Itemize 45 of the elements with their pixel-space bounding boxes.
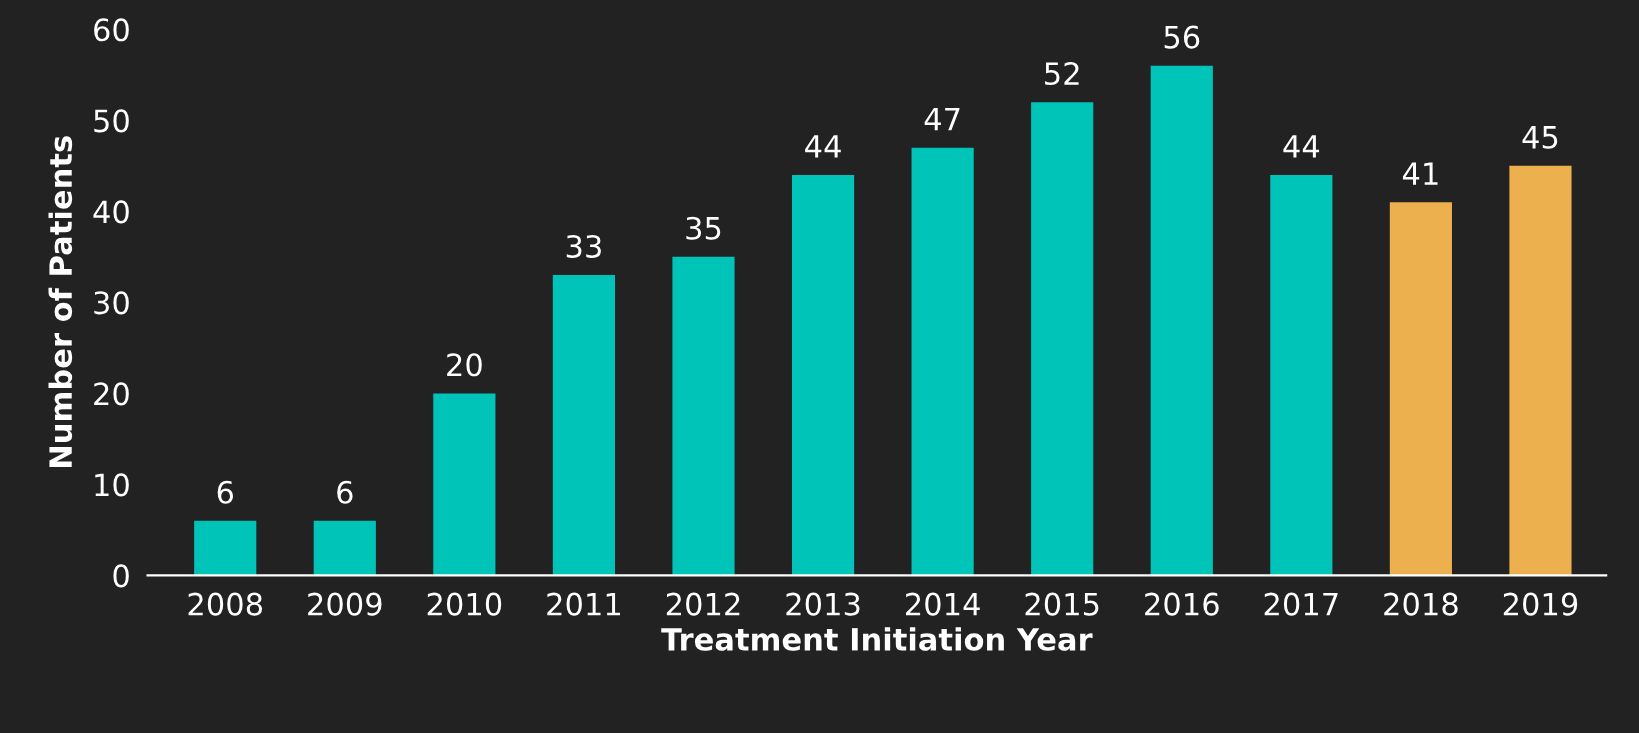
data-label: 6 [337, 480, 353, 504]
data-label: 6 [217, 480, 234, 504]
data-label: 44 [805, 135, 841, 158]
bar [1270, 174, 1333, 576]
bar [194, 520, 257, 576]
x-tick-label: 2017 [1264, 592, 1338, 616]
bar [433, 393, 496, 576]
x-tick-label: 2016 [1145, 592, 1219, 616]
y-tick-label: 50 [94, 109, 129, 133]
x-axis-title: Treatment Initiation Year [661, 627, 1093, 651]
y-tick-label: 30 [94, 291, 129, 315]
y-tick-label: 40 [93, 200, 129, 224]
data-label: 35 [686, 216, 721, 240]
y-tick-label: 60 [94, 18, 129, 42]
data-label: 41 [1402, 162, 1438, 185]
x-tick-label: 2011 [547, 592, 620, 616]
x-tick-label: 2018 [1384, 592, 1458, 616]
y-tick-label: 20 [94, 382, 129, 406]
x-tick-label: 2019 [1503, 592, 1578, 616]
data-label: 33 [566, 234, 601, 259]
x-tick-label: 2012 [666, 592, 740, 616]
y-axis-title: Number of Patients [48, 136, 73, 468]
bar [1150, 65, 1213, 576]
bar [672, 256, 735, 576]
data-label: 47 [924, 107, 960, 131]
bar [791, 174, 855, 576]
y-tick-label: 10 [95, 473, 129, 497]
data-label: 45 [1522, 126, 1558, 149]
bar [313, 520, 376, 576]
bar [1389, 202, 1452, 576]
x-tick-label: 2010 [427, 592, 502, 616]
x-tick-label: 2014 [905, 592, 980, 616]
bar [552, 275, 616, 576]
data-label: 52 [1045, 61, 1079, 86]
data-label: 56 [1164, 25, 1200, 49]
bar [1031, 102, 1094, 576]
x-tick-label: 2008 [188, 592, 263, 616]
data-label: 20 [447, 353, 482, 377]
bar [1509, 165, 1572, 576]
bar [911, 147, 974, 576]
data-label: 44 [1283, 135, 1320, 158]
x-tick-label: 2013 [786, 592, 860, 616]
x-tick-label: 2009 [308, 592, 382, 616]
x-tick-label: 2015 [1025, 592, 1099, 616]
y-tick-label: 0 [113, 564, 129, 588]
